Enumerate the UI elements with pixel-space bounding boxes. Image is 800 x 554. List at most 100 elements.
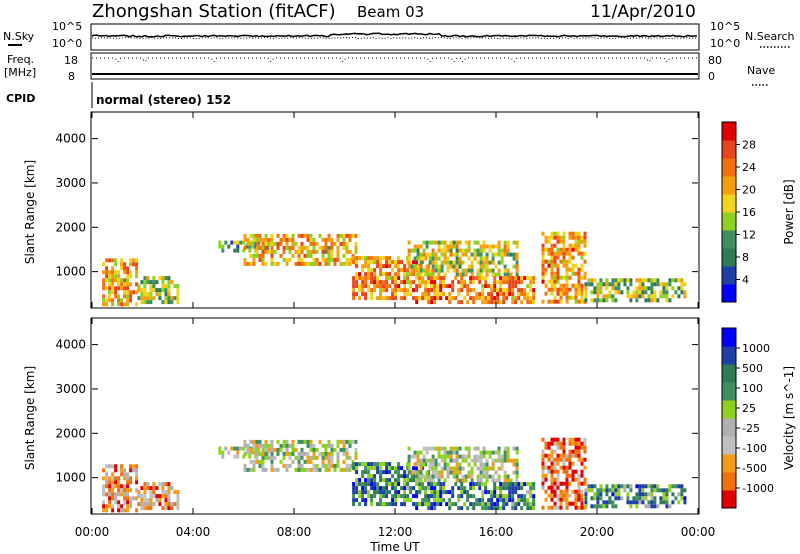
velocity-echo-cell: [547, 485, 551, 490]
power-echo-cell: [291, 245, 295, 250]
power-echo-cell: [550, 291, 554, 296]
power-echo-cell: [464, 252, 468, 257]
power-echo-cell: [336, 253, 340, 258]
velocity-echo-cell: [455, 446, 459, 451]
velocity-echo-cell: [511, 490, 515, 495]
velocity-echo-cell: [415, 474, 419, 479]
velocity-echo-cell: [285, 439, 289, 444]
power-echo-cell: [479, 256, 483, 261]
power-echo-cell: [385, 284, 389, 289]
velocity-echo-cell: [143, 482, 147, 487]
power-echo-cell: [493, 280, 497, 285]
power-echo-cell: [556, 271, 560, 276]
power-echo-cell: [424, 292, 428, 297]
power-echo-cell: [255, 245, 259, 250]
velocity-echo-cell: [261, 451, 265, 456]
power-echo-cell: [164, 296, 168, 301]
velocity-echo-cell: [149, 494, 153, 499]
power-echo-cell: [361, 280, 365, 285]
velocity-echo-cell: [608, 488, 612, 493]
power-colorbar-tick-label: 28: [742, 139, 756, 152]
velocity-echo-cell: [650, 492, 654, 497]
velocity-echo-cell: [388, 462, 392, 467]
velocity-echo-cell: [440, 474, 444, 479]
velocity-echo-cell: [114, 500, 118, 505]
power-echo-cell: [550, 251, 554, 256]
power-echo-cell: [282, 233, 286, 238]
velocity-echo-cell: [279, 443, 283, 448]
power-echo-cell: [270, 249, 274, 254]
velocity-echo-cell: [577, 489, 581, 494]
velocity-echo-cell: [517, 482, 521, 487]
power-echo-cell: [466, 300, 470, 305]
velocity-echo-cell: [352, 462, 356, 467]
velocity-echo-cell: [419, 450, 423, 455]
velocity-echo-cell: [123, 488, 127, 493]
power-echo-cell: [677, 278, 681, 283]
power-colorbar-tick-label: 16: [742, 206, 756, 219]
power-echo-cell: [484, 296, 488, 301]
velocity-echo-cell: [635, 492, 639, 497]
power-echo-cell: [105, 298, 109, 303]
power-echo-cell: [505, 276, 509, 281]
power-echo-cell: [614, 286, 618, 291]
power-echo-cell: [559, 275, 563, 280]
velocity-echo-cell: [571, 473, 575, 478]
power-echo-cell: [424, 280, 428, 285]
power-echo-cell: [602, 282, 606, 287]
power-echo-cell: [574, 291, 578, 296]
power-echo-cell: [434, 252, 438, 257]
power-echo-cell: [355, 284, 359, 289]
power-echo-cell: [442, 276, 446, 281]
power-echo-cell: [412, 272, 416, 277]
velocity-echo-cell: [464, 458, 468, 463]
power-echo-cell: [252, 261, 256, 266]
velocity-echo-cell: [170, 486, 174, 491]
power-echo-cell: [568, 251, 572, 256]
power-echo-cell: [306, 245, 310, 250]
velocity-echo-cell: [400, 466, 404, 471]
velocity-echo-cell: [565, 473, 569, 478]
velocity-echo-cell: [413, 450, 417, 455]
velocity-echo-cell: [550, 497, 554, 502]
power-echo-cell: [496, 280, 500, 285]
power-echo-cell: [324, 245, 328, 250]
power-echo-cell: [635, 294, 639, 299]
velocity-echo-cell: [550, 505, 554, 510]
velocity-echo-cell: [568, 441, 572, 446]
power-echo-cell: [553, 231, 557, 236]
velocity-echo-cell: [526, 498, 530, 503]
power-echo-cell: [418, 276, 422, 281]
power-echo-cell: [574, 299, 578, 304]
velocity-echo-cell: [556, 441, 560, 446]
power-echo-cell: [562, 263, 566, 268]
power-echo-cell: [391, 292, 395, 297]
power-echo-cell: [126, 278, 130, 283]
velocity-echo-cell: [605, 492, 609, 497]
power-echo-cell: [443, 248, 447, 253]
velocity-echo-cell: [508, 486, 512, 491]
velocity-echo-cell: [258, 443, 262, 448]
power-echo-cell: [580, 283, 584, 288]
power-echo-cell: [173, 284, 177, 289]
power-echo-cell: [143, 296, 147, 301]
power-ytick-label: 3000: [55, 176, 86, 190]
power-echo-cell: [470, 264, 474, 269]
velocity-echo-cell: [544, 477, 548, 482]
power-echo-cell: [129, 282, 133, 287]
power-echo-cell: [388, 276, 392, 281]
velocity-echo-cell: [583, 481, 587, 486]
power-echo-cell: [149, 288, 153, 293]
velocity-echo-cell: [370, 498, 374, 503]
power-echo-cell: [550, 271, 554, 276]
velocity-ytick-label: 2000: [55, 426, 86, 440]
power-echo-cell: [512, 240, 516, 245]
power-echo-cell: [571, 231, 575, 236]
power-echo-cell: [352, 260, 356, 265]
velocity-echo-cell: [602, 500, 606, 505]
velocity-echo-cell: [123, 492, 127, 497]
power-echo-cell: [149, 284, 153, 289]
power-echo-cell: [439, 288, 443, 293]
velocity-echo-cell: [266, 450, 270, 455]
velocity-echo-cell: [373, 482, 377, 487]
